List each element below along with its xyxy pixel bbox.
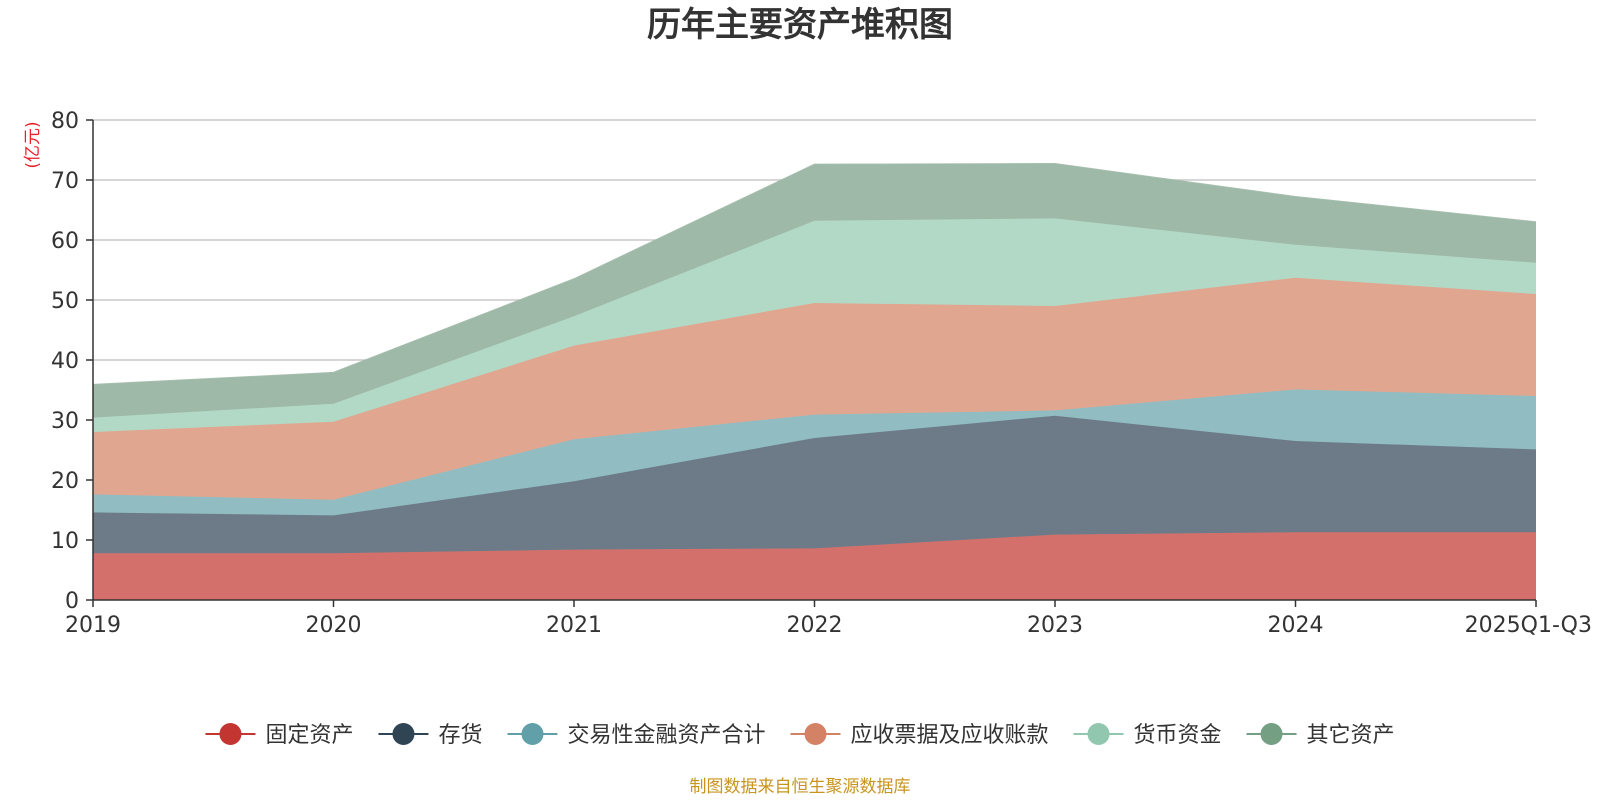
x-tick-label: 2023 [1027, 613, 1083, 638]
legend-label: 应收票据及应收账款 [851, 723, 1049, 748]
area-series-2 [93, 389, 1536, 516]
area-series-4 [93, 218, 1536, 432]
area-series-5-line [92, 163, 1537, 386]
y-tick-label: 40 [51, 349, 79, 374]
x-tick-label: 2024 [1268, 613, 1324, 638]
legend-dot-icon [1087, 723, 1110, 745]
area-layers [92, 163, 1537, 600]
axes: 0 10 20 30 40 50 60 70 80 2019 2020 2021 2022 2023 202… [51, 109, 1592, 638]
legend-item-1[interactable]: 存货 [378, 723, 482, 748]
y-tick-label: 10 [51, 529, 79, 554]
legend-label: 固定资产 [265, 723, 353, 748]
legend-item-4[interactable]: 货币资金 [1073, 723, 1222, 748]
area-series-5 [93, 163, 1536, 418]
x-tick-label: 2019 [65, 613, 121, 638]
legend-dot-icon [392, 723, 415, 745]
legend-item-2[interactable]: 交易性金融资产合计 [507, 723, 766, 748]
data-source-note: 制图数据来自恒生聚源数据库 [690, 777, 911, 797]
y-tick-label: 0 [65, 589, 79, 614]
y-tick-label: 50 [51, 289, 79, 314]
legend-item-0[interactable]: 固定资产 [205, 723, 353, 748]
y-tick-label: 20 [51, 469, 79, 494]
legend-dot-icon [219, 723, 242, 745]
x-tick-label: 2021 [546, 613, 602, 638]
area-series-0 [93, 532, 1536, 600]
legend-item-5[interactable]: 其它资产 [1246, 723, 1395, 748]
legend-label: 货币资金 [1134, 723, 1222, 748]
legend-dot-icon [804, 723, 827, 745]
legend-dot-icon [1260, 723, 1283, 745]
y-tick-label: 60 [51, 229, 79, 254]
legend-dot-icon [521, 723, 544, 745]
y-tick-label: 70 [51, 169, 79, 194]
y-tick-label: 30 [51, 409, 79, 434]
area-series-3 [93, 277, 1536, 500]
y-tick-label: 80 [51, 109, 79, 134]
x-tick-label: 2025Q1-Q3 [1465, 613, 1592, 638]
legend-label: 交易性金融资产合计 [567, 723, 765, 748]
chart-title: 历年主要资产堆积图 [647, 5, 953, 45]
y-axis-unit-label: (亿元) [23, 121, 43, 168]
legend-label: 其它资产 [1307, 723, 1395, 748]
x-tick-label: 2020 [306, 613, 362, 638]
legend-item-3[interactable]: 应收票据及应收账款 [790, 723, 1049, 748]
legend-label: 存货 [438, 723, 482, 748]
x-tick-label: 2022 [787, 613, 843, 638]
legend: 固定资产 存货 交易性金融资产合计 应收票据及应收账款 货币资金 其它资产 [205, 723, 1395, 748]
area-series-1 [93, 415, 1536, 554]
